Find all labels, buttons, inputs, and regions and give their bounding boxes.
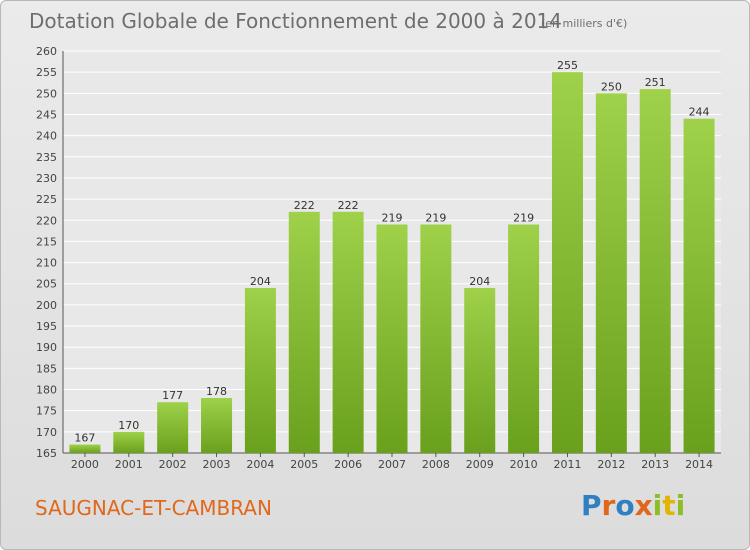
bar-2013: [639, 89, 671, 453]
y-tick-label: 175: [36, 405, 57, 418]
chart-subtitle: (en milliers d'€): [541, 17, 628, 30]
data-label-2004: 204: [250, 275, 271, 288]
bar-2003: [201, 397, 233, 453]
y-tick-label: 210: [36, 257, 57, 270]
y-tick-label: 245: [36, 108, 57, 121]
y-tick-label: 225: [36, 193, 57, 206]
y-tick-label: 180: [36, 384, 57, 397]
x-tick-label-2009: 2009: [466, 458, 494, 471]
y-tick-label: 250: [36, 87, 57, 100]
data-label-2009: 204: [469, 275, 490, 288]
y-tick-label: 235: [36, 151, 57, 164]
data-label-2008: 219: [425, 211, 446, 224]
bar-2002: [157, 402, 189, 453]
x-tick-label-2000: 2000: [71, 458, 99, 471]
bar-2010: [508, 224, 540, 453]
bar-2009: [464, 287, 496, 453]
y-tick-label: 260: [36, 45, 57, 58]
x-tick-label-2014: 2014: [685, 458, 713, 471]
data-label-2000: 167: [74, 432, 95, 445]
x-tick-label-2008: 2008: [422, 458, 450, 471]
y-tick-label: 205: [36, 278, 57, 291]
data-label-2011: 255: [557, 59, 578, 72]
data-label-2010: 219: [513, 211, 534, 224]
proxiti-logo: Proxiti: [581, 489, 686, 522]
y-tick-label: 220: [36, 214, 57, 227]
y-tick-label: 165: [36, 447, 57, 460]
bar-2012: [595, 93, 627, 453]
data-label-2003: 178: [206, 385, 227, 398]
place-name: SAUGNAC-ET-CAMBRAN: [35, 496, 272, 520]
y-tick-label: 255: [36, 66, 57, 79]
data-label-2001: 170: [118, 419, 139, 432]
x-tick-label-2011: 2011: [553, 458, 581, 471]
x-tick-label-2002: 2002: [159, 458, 187, 471]
x-tick-label-2004: 2004: [246, 458, 274, 471]
y-tick-label: 230: [36, 172, 57, 185]
data-label-2012: 250: [601, 80, 622, 93]
x-tick-label-2006: 2006: [334, 458, 362, 471]
x-tick-label-2007: 2007: [378, 458, 406, 471]
data-label-2002: 177: [162, 389, 183, 402]
bar-2004: [244, 287, 276, 453]
bar-2005: [288, 211, 320, 453]
bar-2007: [376, 224, 408, 453]
bar-2008: [420, 224, 452, 453]
x-tick-label-2003: 2003: [203, 458, 231, 471]
data-label-2014: 244: [689, 106, 710, 119]
data-label-2007: 219: [382, 211, 403, 224]
y-tick-label: 215: [36, 235, 57, 248]
bar-2001: [113, 431, 145, 453]
data-label-2005: 222: [294, 199, 315, 212]
x-tick-label-2001: 2001: [115, 458, 143, 471]
bar-2014: [683, 118, 715, 453]
bar-2000: [69, 444, 101, 453]
bar-2011: [551, 72, 583, 453]
y-tick-label: 185: [36, 362, 57, 375]
y-tick-label: 190: [36, 341, 57, 354]
x-tick-label-2012: 2012: [597, 458, 625, 471]
x-tick-label-2010: 2010: [510, 458, 538, 471]
bar-2006: [332, 211, 364, 453]
y-tick-label: 195: [36, 320, 57, 333]
data-label-2013: 251: [645, 76, 666, 89]
x-tick-label-2005: 2005: [290, 458, 318, 471]
data-label-2006: 222: [338, 199, 359, 212]
x-tick-label-2013: 2013: [641, 458, 669, 471]
y-tick-label: 170: [36, 426, 57, 439]
y-tick-label: 200: [36, 299, 57, 312]
y-tick-label: 240: [36, 130, 57, 143]
chart-title: Dotation Globale de Fonctionnement de 20…: [29, 9, 562, 33]
